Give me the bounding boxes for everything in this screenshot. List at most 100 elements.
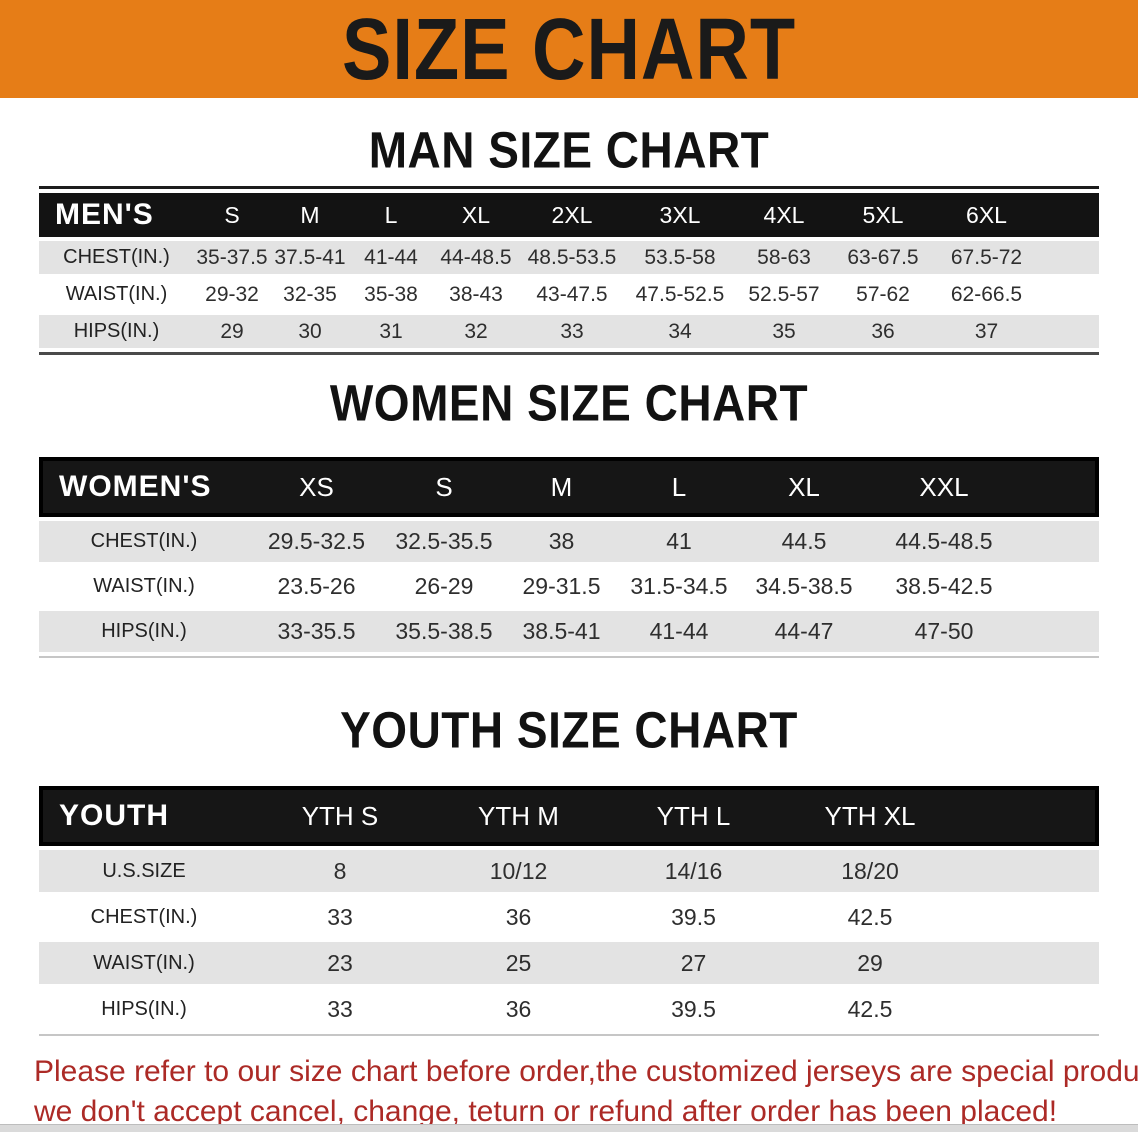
value-cell: 35-38 [350, 278, 432, 311]
value-cell: 33 [520, 315, 624, 348]
size-cell: XS [249, 457, 384, 517]
value-cell: 67.5-72 [934, 241, 1039, 274]
value-cell: 30 [270, 315, 350, 348]
filler-cell [1019, 566, 1099, 607]
value-cell: 35.5-38.5 [384, 611, 504, 652]
value-cell: 36 [431, 896, 606, 938]
value-cell: 31.5-34.5 [619, 566, 739, 607]
filler-cell [1039, 241, 1099, 274]
filler-cell [1019, 521, 1099, 562]
disclaimer-line-1: Please refer to our size chart before or… [34, 1055, 1138, 1088]
size-cell: 2XL [520, 193, 624, 237]
value-cell: 63-67.5 [832, 241, 934, 274]
value-cell: 41-44 [619, 611, 739, 652]
table-row-chest: CHEST(IN.) 29.5-32.5 32.5-35.5 38 41 44.… [39, 521, 1099, 562]
man-heading-text: MAN SIZE CHART [368, 121, 770, 179]
filler-cell [1019, 457, 1099, 517]
table-row-waist: WAIST(IN.) 23 25 27 29 [39, 942, 1099, 984]
value-cell: 62-66.5 [934, 278, 1039, 311]
size-cell: L [619, 457, 739, 517]
youth-corner-label: YOUTH [39, 786, 249, 846]
man-section-heading: MAN SIZE CHART [0, 121, 1138, 178]
value-cell: 29-31.5 [504, 566, 619, 607]
table-row-chest: CHEST(IN.) 35-37.5 37.5-41 41-44 44-48.5… [39, 241, 1099, 274]
table-row-us-size: U.S.SIZE 8 10/12 14/16 18/20 [39, 850, 1099, 892]
value-cell: 57-62 [832, 278, 934, 311]
value-cell: 44.5 [739, 521, 869, 562]
womens-header-row: WOMEN'S XS S M L XL XXL [39, 457, 1099, 517]
value-cell: 39.5 [606, 988, 781, 1030]
size-cell: XXL [869, 457, 1019, 517]
youth-size-table: YOUTH YTH S YTH M YTH L YTH XL U.S.SIZE … [39, 782, 1099, 1034]
value-cell: 37 [934, 315, 1039, 348]
filler-cell [959, 896, 1099, 938]
filler-cell [959, 988, 1099, 1030]
value-cell: 48.5-53.5 [520, 241, 624, 274]
value-cell: 38-43 [432, 278, 520, 311]
value-cell: 29 [781, 942, 959, 984]
value-cell: 33 [249, 988, 431, 1030]
value-cell: 38.5-42.5 [869, 566, 1019, 607]
filler-cell [1019, 611, 1099, 652]
value-cell: 58-63 [736, 241, 832, 274]
row-label: CHEST(IN.) [39, 896, 249, 938]
value-cell: 29-32 [194, 278, 270, 311]
filler-cell [959, 850, 1099, 892]
value-cell: 37.5-41 [270, 241, 350, 274]
value-cell: 39.5 [606, 896, 781, 938]
value-cell: 52.5-57 [736, 278, 832, 311]
filler-cell [959, 942, 1099, 984]
row-label: WAIST(IN.) [39, 942, 249, 984]
value-cell: 29 [194, 315, 270, 348]
row-label: HIPS(IN.) [39, 988, 249, 1030]
value-cell: 31 [350, 315, 432, 348]
table-row-hips: HIPS(IN.) 29 30 31 32 33 34 35 36 37 [39, 315, 1099, 348]
value-cell: 34.5-38.5 [739, 566, 869, 607]
size-cell: 6XL [934, 193, 1039, 237]
value-cell: 47.5-52.5 [624, 278, 736, 311]
size-cell: M [504, 457, 619, 517]
mens-table-bottomline [39, 352, 1099, 355]
value-cell: 47-50 [869, 611, 1019, 652]
youth-heading-text: YOUTH SIZE CHART [340, 701, 798, 759]
filler-cell [1039, 278, 1099, 311]
value-cell: 10/12 [431, 850, 606, 892]
value-cell: 38.5-41 [504, 611, 619, 652]
value-cell: 42.5 [781, 988, 959, 1030]
size-cell: XL [432, 193, 520, 237]
banner-title: SIZE CHART [341, 0, 797, 98]
filler-cell [1039, 315, 1099, 348]
youth-header-row: YOUTH YTH S YTH M YTH L YTH XL [39, 786, 1099, 846]
value-cell: 38 [504, 521, 619, 562]
mens-size-table-wrap: MEN'S S M L XL 2XL 3XL 4XL 5XL 6XL CHEST… [39, 186, 1099, 355]
womens-corner-label: WOMEN'S [39, 457, 249, 517]
size-cell: L [350, 193, 432, 237]
row-label: HIPS(IN.) [39, 611, 249, 652]
disclaimer-note: Please refer to our size chart before or… [34, 1052, 1138, 1132]
mens-header-row: MEN'S S M L XL 2XL 3XL 4XL 5XL 6XL [39, 193, 1099, 237]
mens-table-topline [39, 186, 1099, 189]
women-heading-text: WOMEN SIZE CHART [329, 374, 809, 432]
disclaimer-line-2: we don't accept cancel, change, teturn o… [34, 1095, 1058, 1128]
size-cell: YTH L [606, 786, 781, 846]
row-label: CHEST(IN.) [39, 521, 249, 562]
size-chart-banner: SIZE CHART [0, 0, 1138, 98]
row-label: WAIST(IN.) [39, 278, 194, 311]
value-cell: 42.5 [781, 896, 959, 938]
value-cell: 25 [431, 942, 606, 984]
size-cell: 4XL [736, 193, 832, 237]
table-row-hips: HIPS(IN.) 33-35.5 35.5-38.5 38.5-41 41-4… [39, 611, 1099, 652]
value-cell: 41 [619, 521, 739, 562]
value-cell: 18/20 [781, 850, 959, 892]
value-cell: 23 [249, 942, 431, 984]
value-cell: 35 [736, 315, 832, 348]
size-cell: YTH M [431, 786, 606, 846]
row-label: HIPS(IN.) [39, 315, 194, 348]
size-cell: S [194, 193, 270, 237]
table-row-waist: WAIST(IN.) 29-32 32-35 35-38 38-43 43-47… [39, 278, 1099, 311]
value-cell: 34 [624, 315, 736, 348]
row-label: U.S.SIZE [39, 850, 249, 892]
size-cell: 5XL [832, 193, 934, 237]
row-label: CHEST(IN.) [39, 241, 194, 274]
